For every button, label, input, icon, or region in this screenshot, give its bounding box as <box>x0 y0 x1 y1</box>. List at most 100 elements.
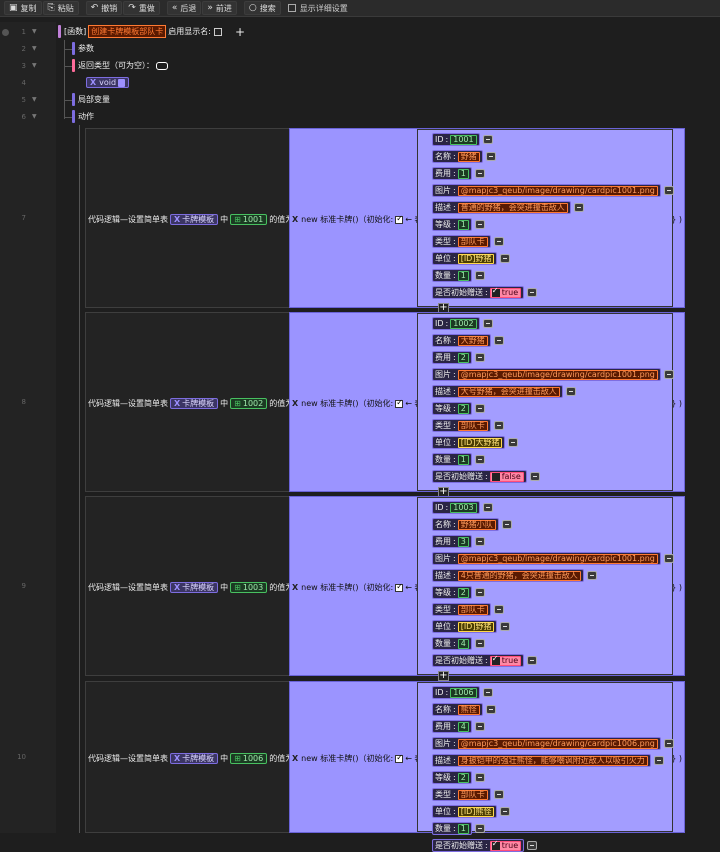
remove-field-icon[interactable] <box>482 319 493 328</box>
remove-field-icon[interactable] <box>663 554 674 563</box>
field-value-level[interactable]: 2 <box>457 403 469 414</box>
field-value-type[interactable]: 部队卡 <box>457 789 488 800</box>
field-value-image[interactable]: @mapjc3_qeub/image/drawing/cardpic1001.p… <box>457 185 658 196</box>
field-value-level[interactable]: 2 <box>457 772 469 783</box>
remove-field-icon[interactable] <box>653 756 664 765</box>
fold-toggle-icon[interactable]: ▼ <box>32 45 37 52</box>
remove-field-icon[interactable] <box>474 220 485 229</box>
key-chip[interactable]: ⊞ 1002 <box>230 398 268 409</box>
field-value-desc[interactable]: 大号野猪，会突进撞击敌人 <box>457 386 560 397</box>
remove-field-icon[interactable] <box>500 622 511 631</box>
copy-button[interactable]: ▣ 复制 <box>4 1 42 15</box>
field-value-count[interactable]: 4 <box>457 638 469 649</box>
remove-field-icon[interactable] <box>474 824 485 833</box>
remove-field-icon[interactable] <box>565 387 576 396</box>
field-value-unit[interactable]: [ID]野猪 <box>457 253 495 264</box>
field-value-desc[interactable]: 身披铠甲的强壮熊怪，能够嘲讽附近敌人以吸引火力 <box>457 755 648 766</box>
forward-button[interactable]: » 前进 <box>202 1 237 15</box>
field-value-name[interactable]: 野猪小队 <box>457 519 496 530</box>
key-chip[interactable]: ⊞ 1003 <box>230 582 268 593</box>
remove-field-icon[interactable] <box>482 135 493 144</box>
remove-field-icon[interactable] <box>663 370 674 379</box>
remove-field-icon[interactable] <box>474 455 485 464</box>
field-value-cost[interactable]: 1 <box>457 168 469 179</box>
field-value-unit[interactable]: [ID]野猪 <box>457 621 495 632</box>
remove-field-icon[interactable] <box>474 722 485 731</box>
function-name-field[interactable]: 创建卡牌模板部队卡 <box>88 25 167 38</box>
redo-button[interactable]: ↷ 重做 <box>123 1 160 15</box>
remove-field-icon[interactable] <box>663 739 674 748</box>
remove-field-icon[interactable] <box>485 705 496 714</box>
field-value-cost[interactable]: 2 <box>457 352 469 363</box>
remove-field-icon[interactable] <box>500 807 511 816</box>
field-value-cost[interactable]: 3 <box>457 536 469 547</box>
bool-checkbox[interactable] <box>491 472 500 481</box>
field-value-type[interactable]: 部队卡 <box>457 420 488 431</box>
add-field-button[interactable]: + <box>438 670 449 681</box>
table-variable-chip[interactable]: X 卡牌模板 <box>170 398 219 409</box>
local-vars-node[interactable]: 局部变量 <box>72 93 110 106</box>
return-type-toggle[interactable] <box>156 61 168 70</box>
init-checkbox[interactable] <box>395 753 404 763</box>
remove-field-icon[interactable] <box>474 639 485 648</box>
function-header[interactable]: [函数] 创建卡牌模板部队卡 启用显示名: + <box>58 24 246 39</box>
remove-field-icon[interactable] <box>493 336 504 345</box>
init-checkbox[interactable] <box>395 582 404 592</box>
fold-toggle-icon[interactable]: ▼ <box>32 28 37 35</box>
add-icon[interactable]: + <box>234 24 246 39</box>
bool-value[interactable]: true <box>489 654 522 666</box>
field-value-level[interactable]: 2 <box>457 587 469 598</box>
field-value-image[interactable]: @mapjc3_qeub/image/drawing/cardpic1006.p… <box>457 738 658 749</box>
search-button[interactable]: ○ 搜索 <box>243 1 281 15</box>
table-variable-chip[interactable]: X 卡牌模板 <box>170 214 219 225</box>
field-value-name[interactable]: 野猪 <box>457 151 480 162</box>
back-button[interactable]: «后退 <box>166 1 202 15</box>
remove-field-icon[interactable] <box>527 841 538 850</box>
remove-field-icon[interactable] <box>573 203 584 212</box>
remove-field-icon[interactable] <box>501 520 512 529</box>
field-value-desc[interactable]: 4只普通的野猪，会突进撞击敌人 <box>457 570 581 581</box>
params-node[interactable]: 参数 <box>72 42 94 55</box>
field-value-unit[interactable]: [ID]熊怪 <box>457 806 495 817</box>
fold-toggle-icon[interactable]: ▼ <box>32 62 37 69</box>
remove-field-icon[interactable] <box>474 169 485 178</box>
remove-field-icon[interactable] <box>485 152 496 161</box>
bool-value[interactable]: false <box>489 471 524 482</box>
bool-value[interactable]: true <box>489 839 522 851</box>
field-value-image[interactable]: @mapjc3_qeub/image/drawing/cardpic1001.p… <box>457 369 658 380</box>
field-value-type[interactable]: 部队卡 <box>457 604 488 615</box>
field-value-id[interactable]: 1003 <box>450 502 477 513</box>
bool-value[interactable]: true <box>489 286 522 298</box>
key-chip[interactable]: ⊞ 1001 <box>230 214 268 225</box>
remove-field-icon[interactable] <box>493 605 504 614</box>
remove-field-icon[interactable] <box>474 404 485 413</box>
field-value-unit[interactable]: [ID]大野猪 <box>457 437 503 448</box>
remove-field-icon[interactable] <box>474 271 485 280</box>
return-type-node[interactable]: 返回类型（可为空）： <box>72 59 168 72</box>
remove-field-icon[interactable] <box>474 353 485 362</box>
dropdown-icon[interactable] <box>118 78 126 87</box>
field-value-name[interactable]: 熊怪 <box>457 704 480 715</box>
remove-field-icon[interactable] <box>474 773 485 782</box>
remove-field-icon[interactable] <box>663 186 674 195</box>
field-value-image[interactable]: @mapjc3_qeub/image/drawing/cardpic1001.p… <box>457 553 658 564</box>
key-chip[interactable]: ⊞ 1006 <box>230 753 268 764</box>
show-details-checkbox[interactable] <box>287 4 296 12</box>
field-value-cost[interactable]: 4 <box>457 721 469 732</box>
breakpoint-dot[interactable] <box>2 29 9 36</box>
bool-checkbox[interactable] <box>491 286 500 297</box>
remove-field-icon[interactable] <box>474 588 485 597</box>
bool-checkbox[interactable] <box>491 839 500 850</box>
field-value-count[interactable]: 1 <box>457 270 469 281</box>
paste-button[interactable]: ⎘ 粘贴 <box>42 1 79 15</box>
remove-field-icon[interactable] <box>493 237 504 246</box>
fold-toggle-icon[interactable]: ▼ <box>32 113 37 120</box>
field-value-name[interactable]: 大野猪 <box>457 335 488 346</box>
bool-checkbox[interactable] <box>491 654 500 665</box>
remove-field-icon[interactable] <box>482 503 493 512</box>
remove-field-icon[interactable] <box>527 656 538 665</box>
